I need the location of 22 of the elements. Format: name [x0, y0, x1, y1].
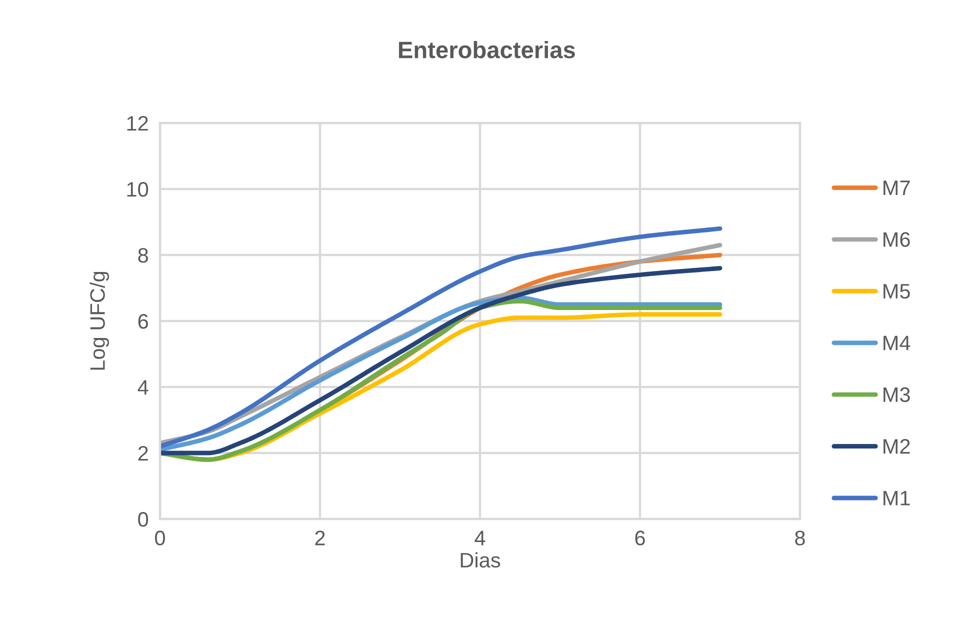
x-tick-label: 0	[155, 530, 165, 546]
legend-label: M4	[884, 336, 910, 350]
x-tick-label: 6	[635, 530, 645, 546]
x-axis-title: Dias	[460, 552, 500, 568]
x-tick-label: 2	[315, 530, 325, 546]
legend-label: M2	[884, 439, 910, 454]
x-tick-label: 4	[474, 530, 486, 546]
legend-label: M3	[884, 387, 910, 402]
y-tick-label: 2	[138, 446, 148, 461]
y-tick-label: 8	[138, 248, 148, 263]
y-tick-label: 12	[127, 116, 148, 131]
legend-label: M5	[884, 284, 910, 299]
chart-title: Enterobacterias	[399, 40, 575, 58]
y-tick-label: 4	[138, 380, 148, 395]
y-tick-label: 10	[127, 182, 148, 197]
y-tick-label: 6	[138, 314, 148, 329]
legend-label: M7	[884, 180, 910, 196]
x-tick-label: 8	[795, 530, 805, 546]
legend-label: M6	[884, 232, 910, 247]
legend-label: M1	[884, 490, 910, 506]
y-axis-title: Log UFC/g	[90, 272, 110, 370]
y-tick-label: 0	[138, 512, 148, 527]
